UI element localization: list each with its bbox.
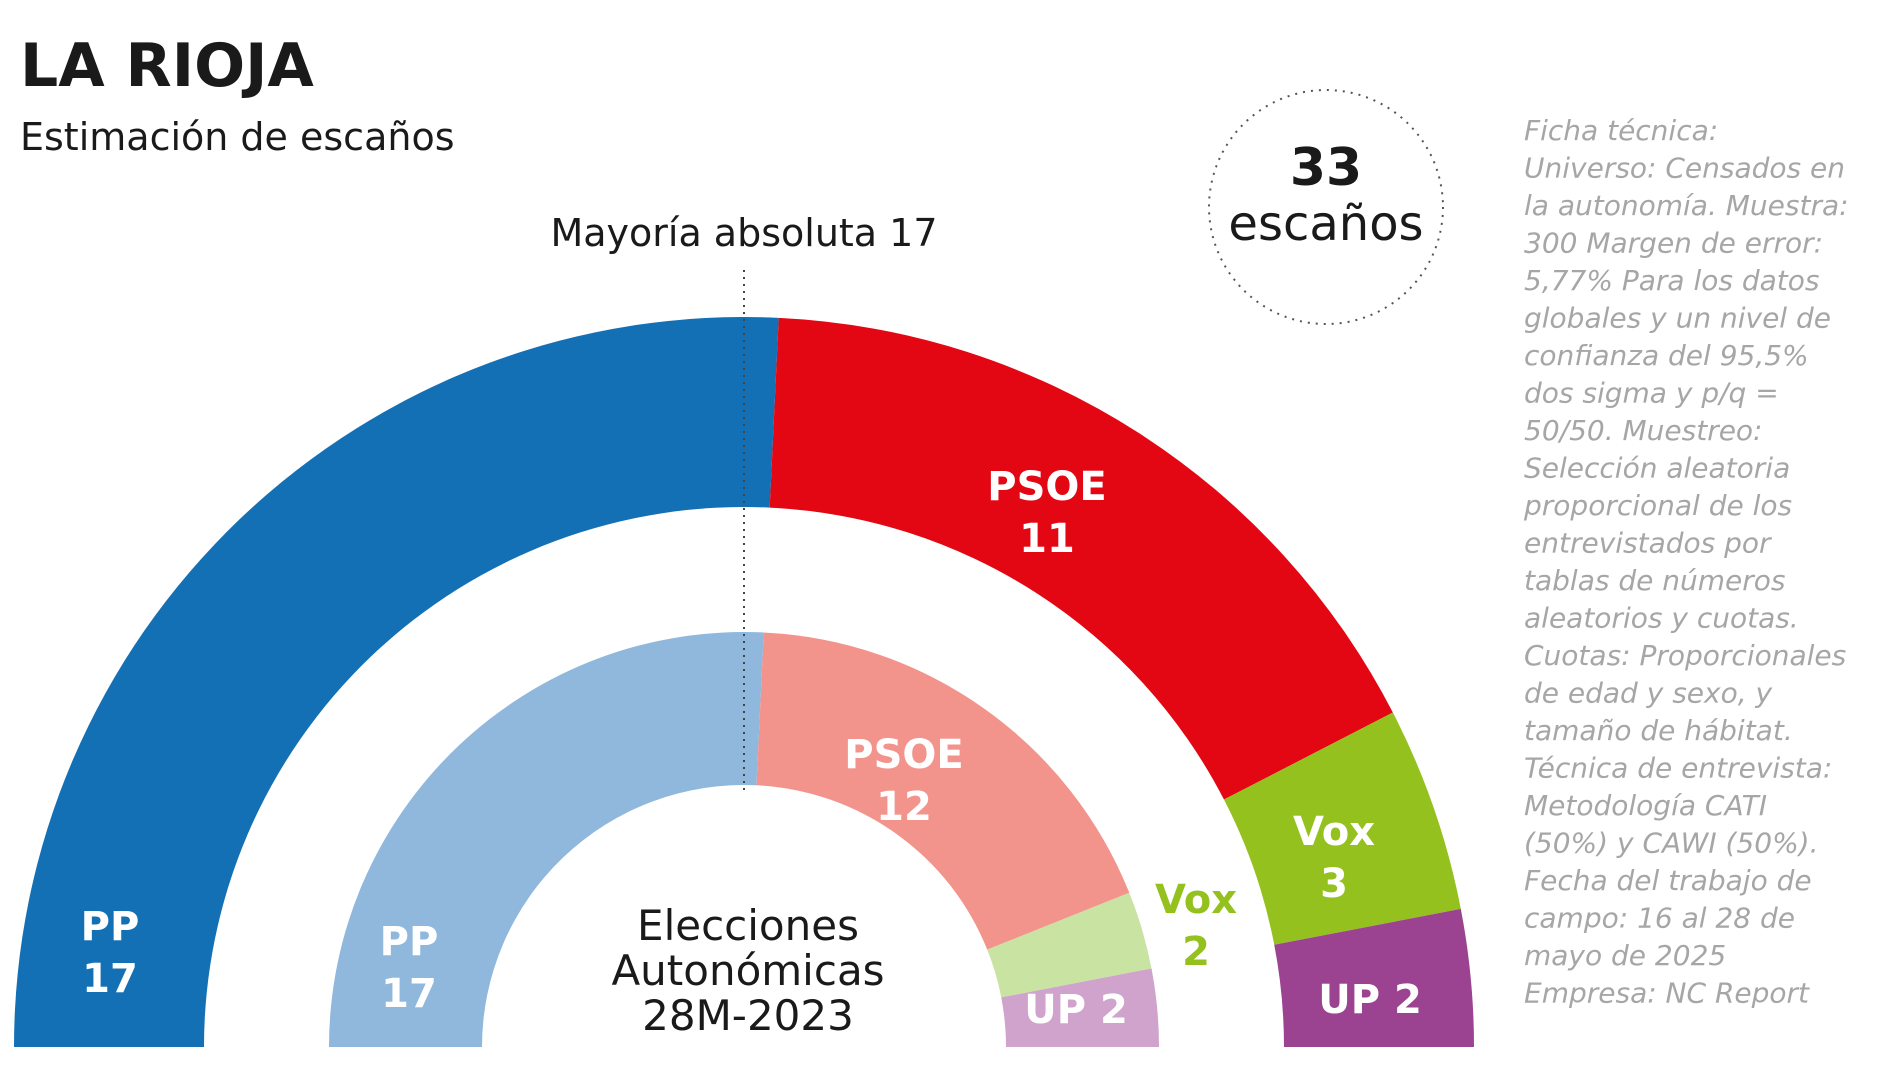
ficha-line: Ficha técnica: bbox=[1524, 114, 1718, 147]
ficha-line: confianza del 95,5% bbox=[1524, 339, 1809, 372]
inner-label-pp: PP 17 bbox=[380, 919, 439, 1017]
ficha-line: de edad y sexo, y bbox=[1524, 677, 1773, 710]
outer-segment-psoe bbox=[769, 317, 1393, 800]
inner-label-vox: Vox 2 bbox=[1155, 877, 1237, 975]
ficha-line: entrevistados por bbox=[1524, 527, 1772, 560]
chart-subtitle: Estimación de escaños bbox=[20, 115, 455, 159]
ficha-line: Universo: Censados en bbox=[1524, 152, 1845, 185]
inner-segment-psoe bbox=[756, 632, 1130, 950]
outer-segment-vox bbox=[1223, 712, 1461, 945]
inner-segment-vox bbox=[987, 892, 1152, 998]
ficha-line: dos sigma y p/q = bbox=[1524, 377, 1779, 410]
inner-ring-2023: PP 17 PSOE 12 Vox 2 UP 2 bbox=[329, 632, 1237, 1047]
ficha-line: aleatorios y cuotas. bbox=[1524, 602, 1799, 635]
outer-label-psoe: PSOE 11 bbox=[987, 464, 1106, 562]
ficha-line: Empresa: NC Report bbox=[1524, 977, 1810, 1010]
ficha-line: campo: 16 al 28 de bbox=[1524, 902, 1795, 935]
majority-label: Mayoría absoluta 17 bbox=[550, 211, 937, 255]
ficha-line: (50%) y CAWI (50%). bbox=[1524, 827, 1819, 860]
ficha-line: tamaño de hábitat. bbox=[1524, 714, 1793, 747]
ficha-line: 5,77% Para los datos bbox=[1524, 264, 1820, 297]
inner-segment-up bbox=[1001, 968, 1159, 1047]
total-seats-badge bbox=[1208, 89, 1444, 325]
ficha-line: Metodología CATI bbox=[1524, 789, 1767, 822]
ficha-line: Cuotas: Proporcionales bbox=[1524, 639, 1846, 672]
ficha-line: Técnica de entrevista: bbox=[1524, 752, 1832, 785]
ficha-line: globales y un nivel de bbox=[1524, 302, 1831, 335]
ficha-line: 50/50. Muestreo: bbox=[1524, 414, 1763, 447]
inner-segment-pp bbox=[329, 632, 764, 1047]
total-seats-unit: escaños bbox=[1228, 196, 1423, 252]
ficha-tecnica: Ficha técnica: Universo: Censados en la au… bbox=[1523, 114, 1849, 1010]
outer-label-vox: Vox 3 bbox=[1293, 809, 1375, 907]
center-label-line: 28M-2023 bbox=[642, 991, 854, 1040]
ficha-line: Selección aleatoria bbox=[1524, 452, 1790, 485]
outer-segment-pp bbox=[14, 317, 779, 1047]
center-label-line: Elecciones bbox=[637, 901, 859, 950]
ficha-line: Fecha del trabajo de bbox=[1524, 864, 1812, 897]
total-seats-number: 33 bbox=[1290, 138, 1362, 198]
ficha-line: la autonomía. Muestra: bbox=[1524, 189, 1849, 222]
outer-label-pp: PP 17 bbox=[81, 904, 140, 1002]
outer-label-up: UP 2 bbox=[1318, 977, 1422, 1023]
inner-label-psoe: PSOE 12 bbox=[844, 732, 963, 830]
ficha-line: 300 Margen de error: bbox=[1524, 227, 1823, 260]
outer-segment-up bbox=[1274, 908, 1474, 1047]
ficha-line: tablas de números bbox=[1524, 564, 1785, 597]
outer-ring-estimate: PP 17 PSOE 11 Vox 3 UP 2 bbox=[14, 317, 1474, 1047]
chart-title: LA RIOJA bbox=[20, 31, 314, 101]
inner-label-up: UP 2 bbox=[1024, 987, 1128, 1033]
ficha-line: proporcional de los bbox=[1523, 489, 1792, 522]
ficha-line: mayo de 2025 bbox=[1524, 939, 1726, 972]
center-label-line: Autonómicas bbox=[611, 946, 884, 995]
